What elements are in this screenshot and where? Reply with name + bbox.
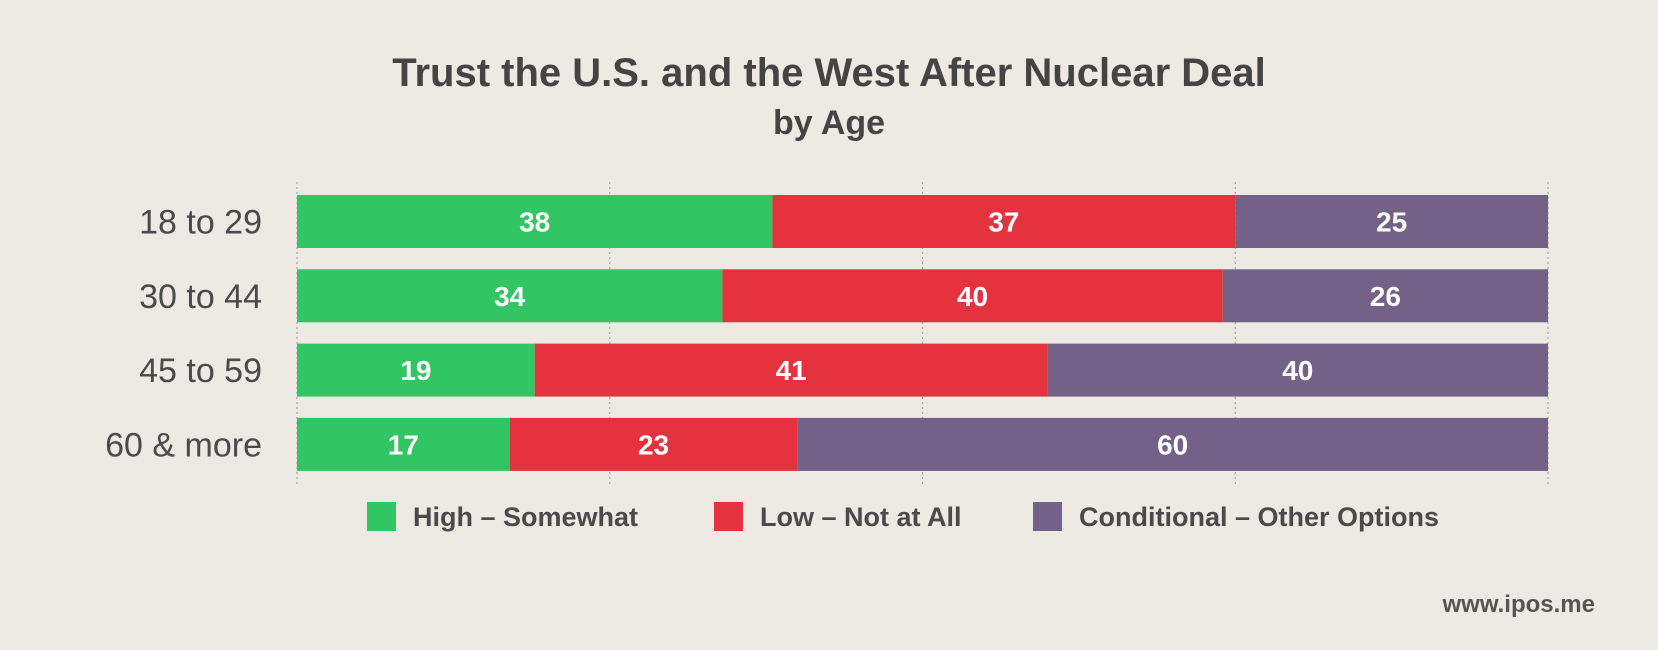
data-label: 41 bbox=[776, 355, 807, 386]
data-label: 23 bbox=[638, 429, 669, 460]
legend: High – Somewhat Low – Not at All Condition… bbox=[367, 502, 1439, 532]
data-label: 25 bbox=[1376, 207, 1407, 238]
bar-segment bbox=[297, 343, 535, 397]
data-label: 60 bbox=[1157, 429, 1188, 460]
bar-segment bbox=[1235, 195, 1548, 248]
category-label: 30 to 44 bbox=[139, 278, 262, 316]
bar-segment bbox=[534, 343, 1048, 397]
data-label: 34 bbox=[494, 281, 526, 312]
bars bbox=[297, 195, 1548, 471]
chart-subtitle: by Age bbox=[773, 104, 885, 142]
bar-segment bbox=[722, 269, 1223, 323]
bar-segment bbox=[297, 269, 723, 323]
bar-segment bbox=[1222, 269, 1548, 323]
value-labels: 38 37 25 34 40 26 19 41 40 17 23 60 bbox=[388, 207, 1407, 461]
legend-swatch bbox=[714, 502, 743, 531]
bar-segment bbox=[509, 417, 798, 471]
bar-segment bbox=[772, 195, 1236, 248]
bar-segment bbox=[297, 417, 510, 471]
category-labels: 18 to 29 30 to 44 45 to 59 60 & more bbox=[105, 204, 262, 465]
legend-label: Conditional – Other Options bbox=[1079, 502, 1439, 532]
category-label: 45 to 59 bbox=[139, 352, 262, 390]
legend-label: High – Somewhat bbox=[413, 502, 638, 532]
source-url: www.ipos.me bbox=[1442, 591, 1595, 618]
category-label: 60 & more bbox=[105, 426, 262, 464]
data-label: 40 bbox=[1282, 355, 1313, 386]
legend-swatch bbox=[367, 502, 396, 531]
data-label: 26 bbox=[1370, 281, 1401, 312]
data-label: 38 bbox=[519, 207, 550, 238]
category-label: 18 to 29 bbox=[139, 204, 262, 242]
data-label: 19 bbox=[400, 355, 431, 386]
data-label: 37 bbox=[988, 207, 1019, 238]
data-label: 17 bbox=[388, 429, 419, 460]
bar-segment bbox=[797, 417, 1548, 471]
bar-segment bbox=[1047, 343, 1548, 397]
legend-label: Low – Not at All bbox=[760, 502, 962, 532]
chart-title: Trust the U.S. and the West After Nuclea… bbox=[392, 51, 1266, 95]
legend-swatch bbox=[1033, 502, 1062, 531]
bar-segment bbox=[297, 195, 773, 248]
data-label: 40 bbox=[957, 281, 988, 312]
